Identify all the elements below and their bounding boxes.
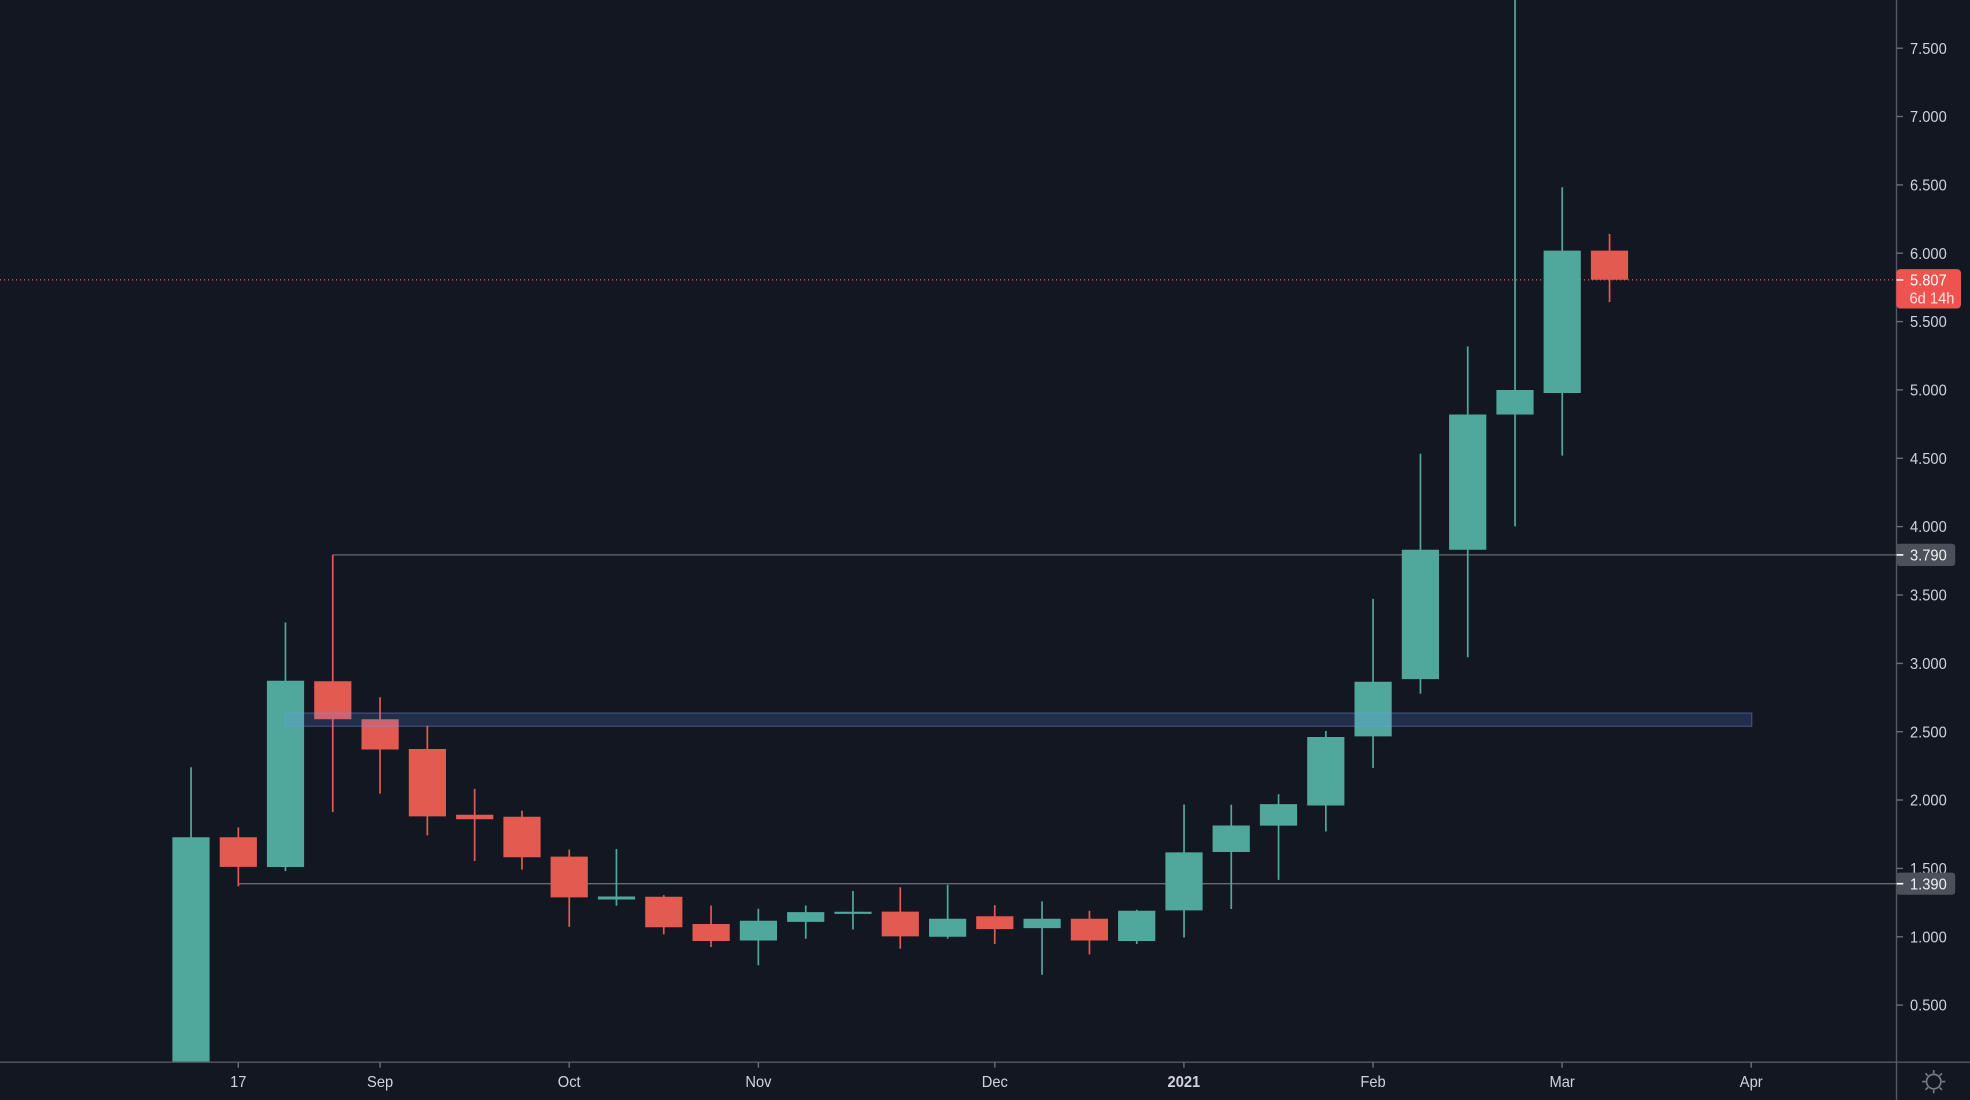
svg-text:6.000: 6.000 — [1910, 245, 1947, 263]
svg-text:Dec: Dec — [982, 1074, 1008, 1092]
svg-text:2.500: 2.500 — [1910, 724, 1947, 742]
svg-text:2021: 2021 — [1168, 1074, 1201, 1092]
svg-text:0.500: 0.500 — [1910, 997, 1947, 1015]
svg-text:3.790: 3.790 — [1910, 547, 1947, 565]
svg-text:5.000: 5.000 — [1910, 382, 1947, 400]
svg-text:17: 17 — [230, 1074, 246, 1092]
svg-text:6d 14h: 6d 14h — [1910, 290, 1955, 308]
svg-text:4.500: 4.500 — [1910, 450, 1947, 468]
svg-text:3.500: 3.500 — [1910, 587, 1947, 605]
svg-text:7.500: 7.500 — [1910, 40, 1947, 58]
svg-text:Oct: Oct — [558, 1074, 582, 1092]
svg-text:2.000: 2.000 — [1910, 792, 1947, 810]
svg-text:3.000: 3.000 — [1910, 656, 1947, 674]
svg-text:Feb: Feb — [1360, 1074, 1385, 1092]
svg-text:Sep: Sep — [367, 1074, 393, 1092]
svg-text:1.000: 1.000 — [1910, 929, 1947, 947]
svg-text:7.000: 7.000 — [1910, 109, 1947, 127]
svg-text:4.000: 4.000 — [1910, 519, 1947, 537]
svg-text:Mar: Mar — [1549, 1074, 1574, 1092]
svg-text:5.807: 5.807 — [1910, 272, 1947, 290]
svg-text:1.390: 1.390 — [1910, 876, 1947, 894]
svg-text:5.500: 5.500 — [1910, 314, 1947, 332]
svg-text:Nov: Nov — [745, 1074, 771, 1092]
svg-text:Apr: Apr — [1740, 1074, 1763, 1092]
svg-text:6.500: 6.500 — [1910, 177, 1947, 195]
